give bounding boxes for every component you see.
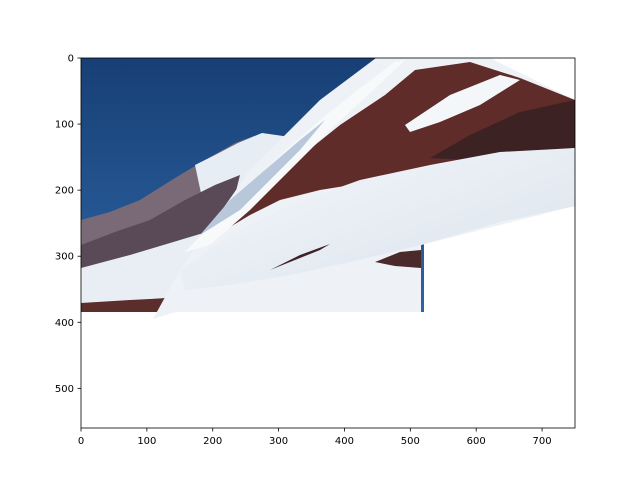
warped-snow-streak	[405, 75, 520, 132]
warped-rock-band-upper	[200, 62, 575, 245]
y-tick-label: 0	[68, 54, 74, 65]
y-axis: 0 100 200 300 400 500	[55, 54, 81, 395]
y-tick-label: 200	[55, 186, 74, 197]
warped-image	[153, 58, 575, 319]
x-tick-label: 700	[533, 436, 552, 447]
x-tick-label: 200	[203, 436, 222, 447]
y-tick-label: 500	[55, 384, 74, 395]
foreground-rock	[81, 298, 170, 312]
warped-dark-rock	[430, 100, 575, 160]
x-axis: 0 100 200 300 400 500 600 700	[78, 428, 552, 447]
warped-bottom-rock	[375, 250, 421, 268]
mountain-ridge-rock	[81, 175, 240, 270]
warped-snow-slope	[180, 148, 575, 290]
x-tick-label: 0	[78, 436, 84, 447]
x-tick-label: 300	[269, 436, 288, 447]
x-tick-label: 600	[467, 436, 486, 447]
y-tick-label: 100	[55, 120, 74, 131]
image-layer	[81, 58, 575, 319]
warped-ridge-shadow	[200, 120, 325, 235]
y-tick-label: 300	[55, 252, 74, 263]
x-tick-label: 400	[335, 436, 354, 447]
x-tick-label: 500	[401, 436, 420, 447]
warped-crevasse	[270, 244, 330, 270]
x-tick-label: 100	[137, 436, 156, 447]
y-tick-label: 400	[55, 318, 74, 329]
axes-frame	[80, 57, 576, 429]
